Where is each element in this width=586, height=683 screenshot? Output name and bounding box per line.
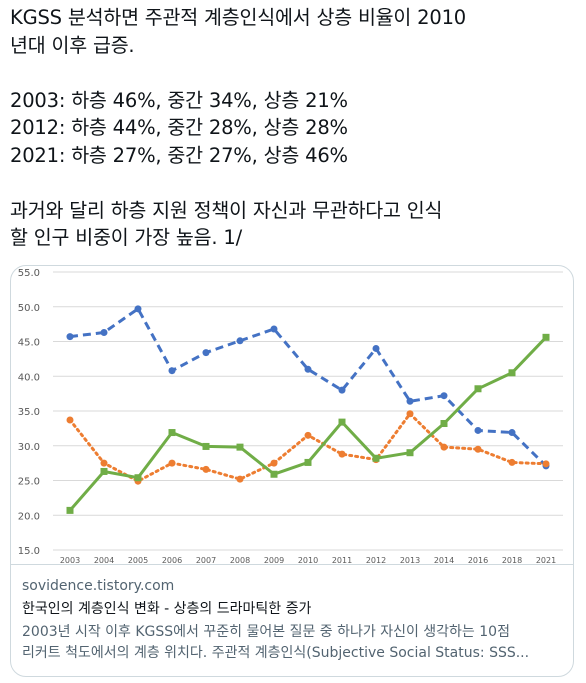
data-point-series-3 bbox=[338, 418, 346, 426]
tweet-line: 2003: 하층 46%, 중간 34%, 상층 21% bbox=[10, 88, 348, 112]
x-tick-label: 2012 bbox=[366, 556, 386, 564]
series-line-3 bbox=[68, 336, 548, 512]
data-point-series-1 bbox=[168, 367, 176, 375]
x-tick-label: 2008 bbox=[230, 556, 250, 564]
y-tick-label: 20.0 bbox=[18, 511, 40, 522]
data-point-series-3 bbox=[372, 454, 380, 462]
x-tick-label: 2007 bbox=[196, 556, 216, 564]
data-point-series-3 bbox=[134, 474, 142, 482]
data-point-series-1 bbox=[202, 349, 210, 357]
data-point-series-3 bbox=[304, 458, 312, 466]
data-point-series-2 bbox=[542, 460, 550, 468]
card-domain: sovidence.tistory.com bbox=[22, 578, 175, 594]
data-point-series-3 bbox=[542, 333, 550, 341]
x-tick-label: 2018 bbox=[502, 556, 522, 564]
data-point-series-2 bbox=[66, 416, 74, 424]
data-point-series-2 bbox=[406, 410, 414, 418]
data-point-series-3 bbox=[100, 467, 108, 475]
data-point-series-2 bbox=[236, 475, 244, 483]
tweet-line: KGSS 분석하면 주관적 계층인식에서 상층 비율이 2010 bbox=[10, 6, 466, 29]
link-card[interactable]: 15.0 20.0 25.0 30.0 35.0 40.0 45.0 50.0 55.0 2003… bbox=[10, 265, 574, 677]
y-tick-label: 55.0 bbox=[18, 268, 40, 279]
tweet-line: 2012: 하층 44%, 중간 28%, 상층 28% bbox=[10, 116, 348, 139]
card-divider bbox=[11, 564, 573, 565]
data-point-series-1 bbox=[406, 397, 414, 405]
card-title: 한국인의 계층인식 변화 - 상층의 드라마틱한 증가 bbox=[22, 601, 312, 617]
data-point-series-2 bbox=[440, 443, 448, 451]
y-tick-label: 35.0 bbox=[18, 407, 40, 418]
card-description: 2003년 시작 이후 KGSS에서 꾸준히 물어본 질문 중 하나가 자신이 … bbox=[22, 622, 567, 664]
x-tick-label: 2021 bbox=[536, 556, 556, 564]
data-point-series-2 bbox=[338, 450, 346, 458]
data-point-series-1 bbox=[236, 337, 244, 345]
data-point-series-2 bbox=[202, 465, 210, 473]
x-tick-label: 2016 bbox=[468, 556, 488, 564]
x-tick-label: 2009 bbox=[264, 556, 284, 564]
data-point-series-2 bbox=[100, 459, 108, 467]
x-tick-label: 2006 bbox=[162, 556, 182, 564]
data-point-series-2 bbox=[270, 459, 278, 467]
y-tick-label: 25.0 bbox=[18, 477, 40, 488]
data-point-series-3 bbox=[440, 420, 448, 428]
x-tick-label: 2005 bbox=[128, 556, 148, 564]
card-description-line: 리커트 척도에서의 계층 위치다. 주관적 계층인식(Subjective So… bbox=[22, 645, 530, 661]
data-point-series-3 bbox=[66, 506, 74, 514]
card-chart-image: 15.0 20.0 25.0 30.0 35.0 40.0 45.0 50.0 55.0 2003… bbox=[11, 266, 573, 565]
data-point-series-1 bbox=[508, 429, 516, 437]
x-tick-label: 2013 bbox=[400, 556, 420, 564]
y-tick-label: 15.0 bbox=[18, 546, 40, 557]
card-description-line: 2003년 시작 이후 KGSS에서 꾸준히 물어본 질문 중 하나가 자신이 … bbox=[22, 624, 510, 640]
data-point-series-1 bbox=[270, 325, 278, 333]
x-tick-label: 2010 bbox=[298, 556, 318, 564]
data-point-series-3 bbox=[474, 385, 482, 393]
data-point-series-3 bbox=[508, 369, 516, 377]
data-point-series-3 bbox=[202, 442, 210, 450]
data-point-series-1 bbox=[100, 328, 108, 336]
data-point-series-2 bbox=[168, 459, 176, 467]
data-point-series-2 bbox=[508, 458, 516, 466]
y-tick-label: 40.0 bbox=[18, 372, 40, 383]
y-tick-label: 45.0 bbox=[18, 338, 40, 349]
tweet-line: 과거와 달리 하층 지원 정책이 자신과 무관하다고 인식 bbox=[10, 198, 443, 222]
data-point-series-1 bbox=[66, 333, 74, 341]
tweet-line: 년대 이후 급증. bbox=[10, 33, 135, 57]
x-tick-label: 2003 bbox=[60, 556, 80, 564]
data-point-series-2 bbox=[474, 445, 482, 453]
line-chart: 15.0 20.0 25.0 30.0 35.0 40.0 45.0 50.0 55.0 2003… bbox=[18, 268, 563, 565]
data-point-series-1 bbox=[134, 305, 142, 313]
data-point-series-3 bbox=[406, 449, 414, 457]
tweet-blank-line bbox=[10, 169, 576, 197]
x-tick-label: 2004 bbox=[94, 556, 114, 564]
data-point-series-1 bbox=[304, 365, 312, 373]
data-point-series-3 bbox=[270, 470, 278, 478]
tweet-line: 할 인구 비중이 가장 높음. 1/ bbox=[10, 226, 242, 249]
data-point-series-1 bbox=[338, 386, 346, 394]
card-info: sovidence.tistory.com 한국인의 계층인식 변화 - 상층의… bbox=[22, 576, 567, 664]
data-point-series-2 bbox=[304, 431, 312, 439]
y-tick-label: 50.0 bbox=[18, 303, 40, 314]
x-tick-label: 2011 bbox=[332, 556, 352, 564]
data-point-series-1 bbox=[372, 344, 380, 352]
tweet-text: KGSS 분석하면 주관적 계층인식에서 상층 비율이 2010 년대 이후 급… bbox=[10, 4, 576, 252]
data-point-series-3 bbox=[236, 443, 244, 451]
tweet-blank-line bbox=[10, 59, 576, 87]
tweet-line: 2021: 하층 27%, 중간 27%, 상층 46% bbox=[10, 143, 348, 167]
data-point-series-1 bbox=[474, 426, 482, 434]
data-point-series-3 bbox=[168, 429, 176, 437]
data-point-series-1 bbox=[440, 392, 448, 400]
y-tick-label: 30.0 bbox=[18, 442, 40, 453]
x-tick-label: 2014 bbox=[434, 556, 454, 564]
